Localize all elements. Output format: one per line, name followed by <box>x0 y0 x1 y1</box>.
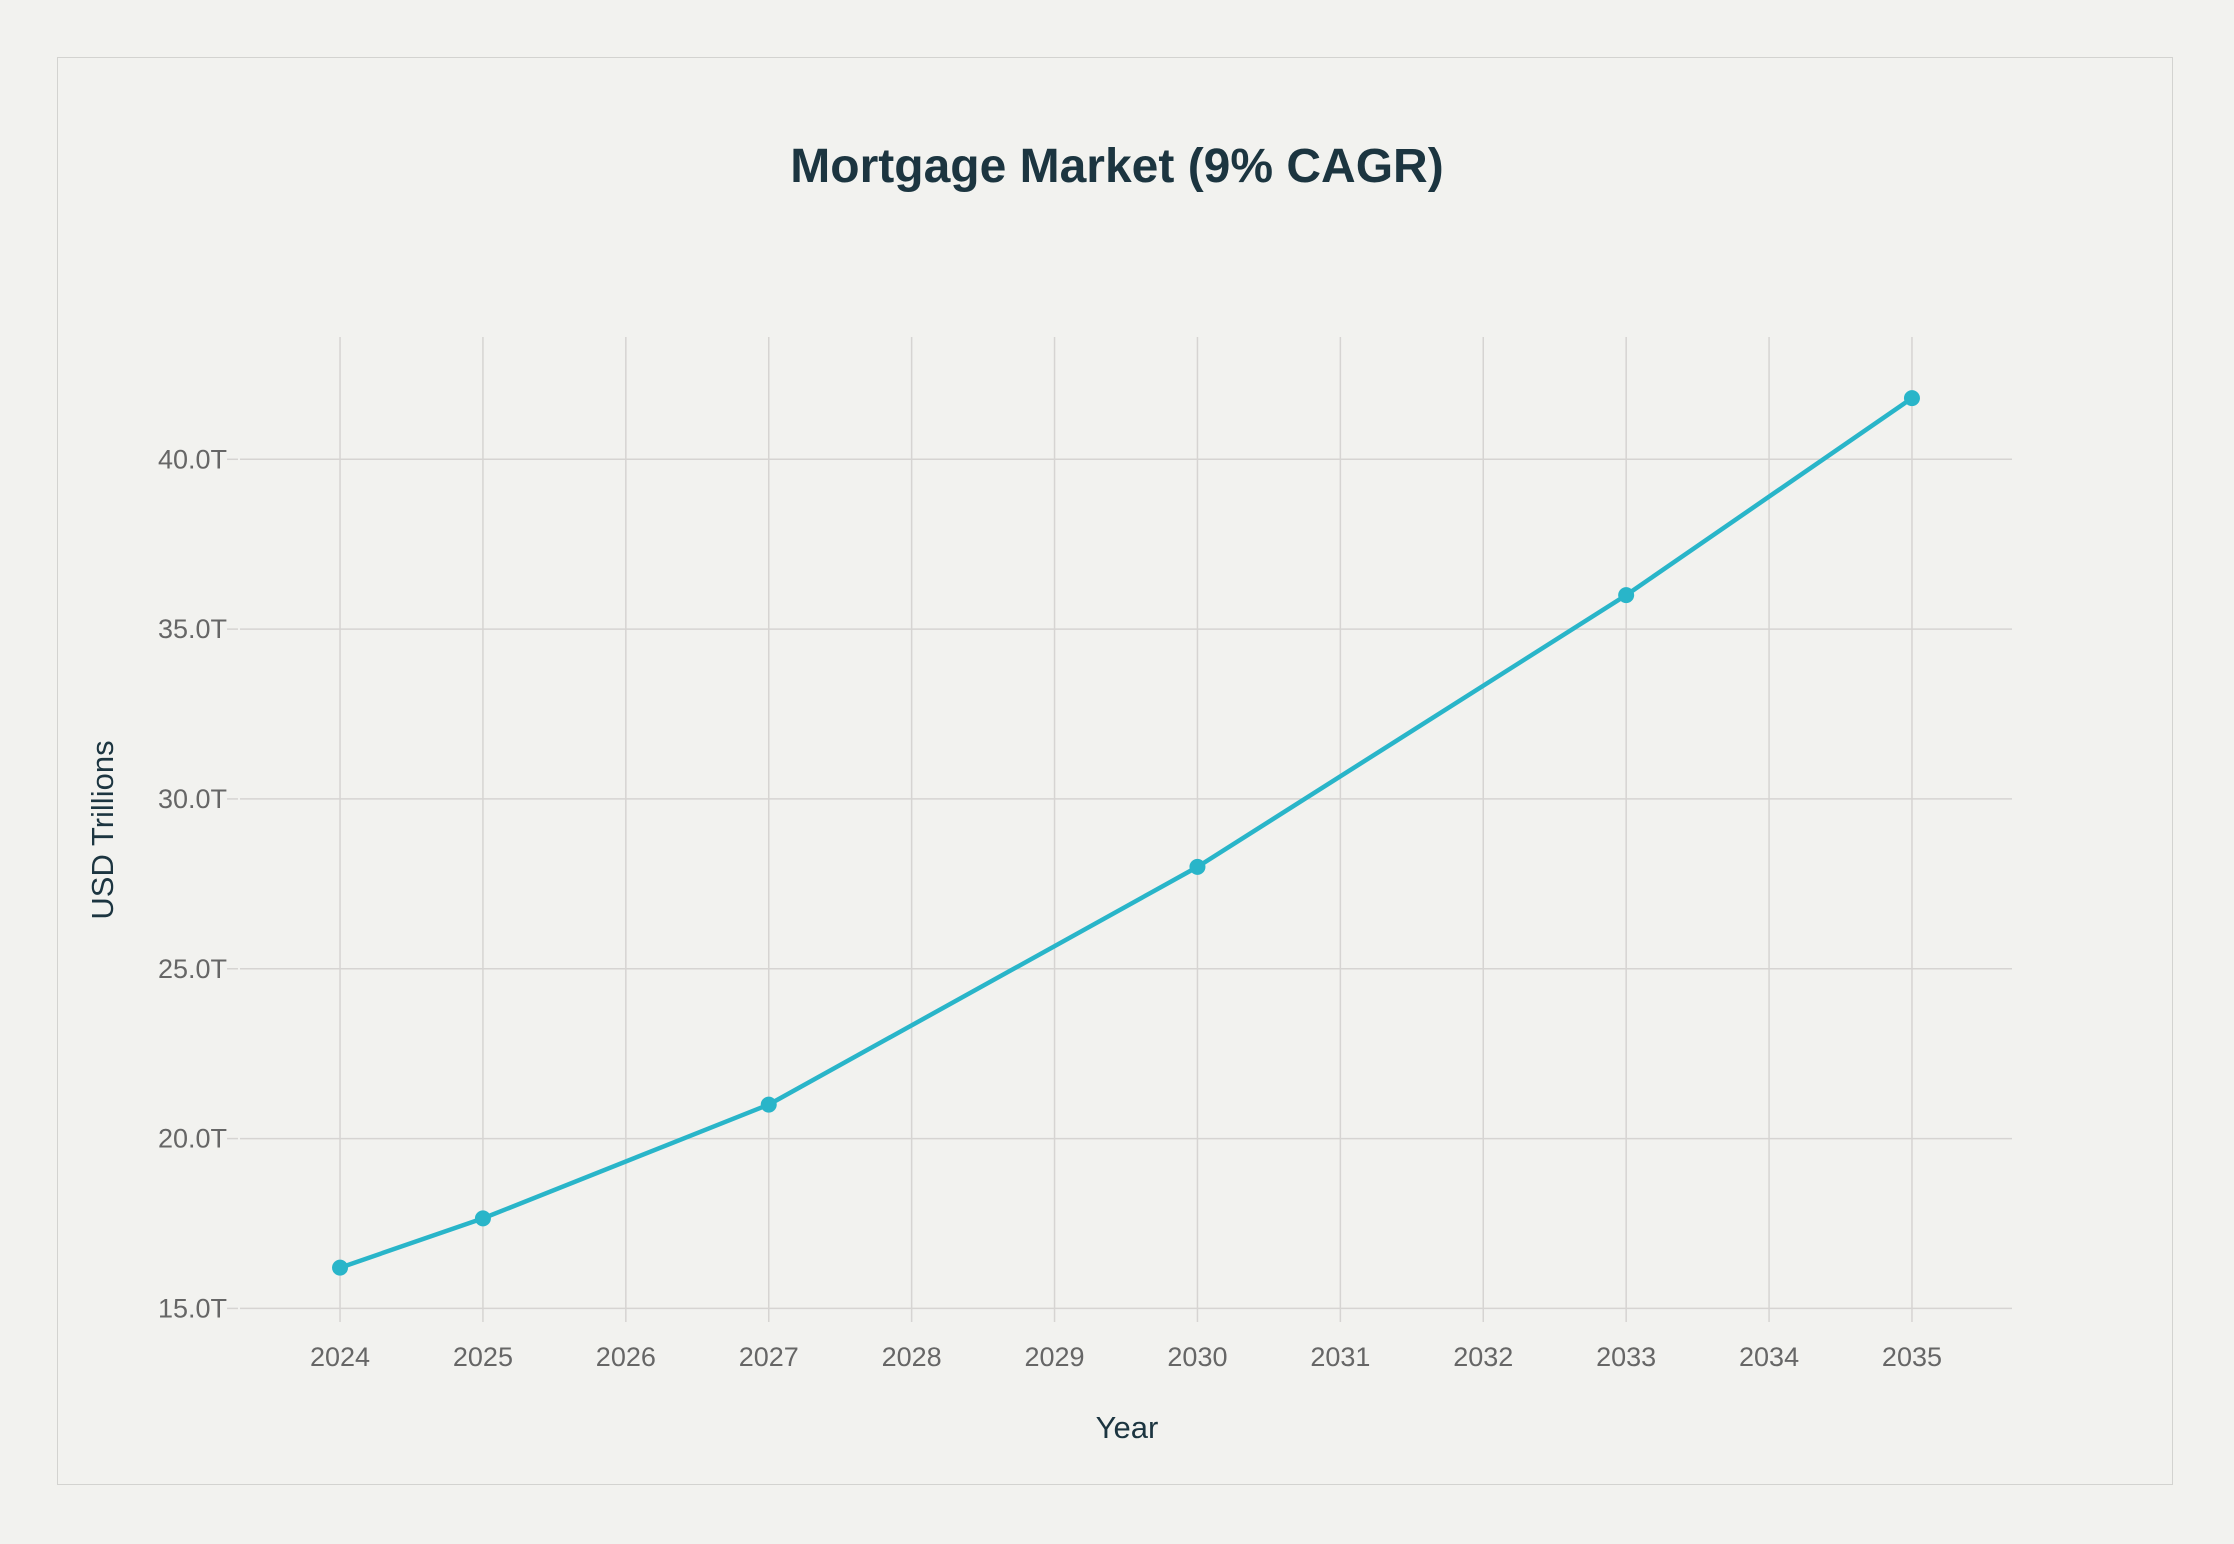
series-layer <box>332 390 1920 1276</box>
x-tick-label: 2025 <box>453 1342 513 1372</box>
x-tick-label: 2035 <box>1882 1342 1942 1372</box>
x-tick-label: 2030 <box>1167 1342 1227 1372</box>
y-tick-label: 25.0T <box>158 954 227 984</box>
x-axis-ticks: 2024 2025 2026 2027 2028 2029 2030 2031 2032 2033… <box>310 1342 1942 1372</box>
x-tick-label: 2028 <box>882 1342 942 1372</box>
y-axis-title: USD Trillions <box>85 740 120 919</box>
data-point <box>1189 858 1206 875</box>
chart-frame <box>57 57 2173 1485</box>
y-axis-ticks: 15.0T 20.0T 25.0T 30.0T 35.0T 40.0T <box>158 444 238 1323</box>
x-axis-title: Year <box>1096 1410 1159 1445</box>
y-tick-label: 35.0T <box>158 614 227 644</box>
x-tick-label: 2027 <box>739 1342 799 1372</box>
x-tick-label: 2029 <box>1025 1342 1085 1372</box>
y-tick-label: 40.0T <box>158 444 227 474</box>
x-tick-label: 2031 <box>1310 1342 1370 1372</box>
series-line <box>337 395 1915 1270</box>
x-tick-label: 2034 <box>1739 1342 1799 1372</box>
data-point <box>1903 390 1920 407</box>
data-point <box>474 1210 491 1227</box>
chart-title: Mortgage Market (9% CAGR) <box>790 140 1443 193</box>
data-point <box>1618 587 1635 604</box>
y-tick-label: 30.0T <box>158 784 227 814</box>
x-tick-label: 2032 <box>1453 1342 1513 1372</box>
x-tick-label: 2033 <box>1596 1342 1656 1372</box>
y-tick-label: 15.0T <box>158 1293 227 1323</box>
data-point <box>332 1259 349 1276</box>
x-tick-label: 2024 <box>310 1342 370 1372</box>
y-tick-label: 20.0T <box>158 1124 227 1154</box>
grid-lines <box>240 337 2012 1322</box>
x-tick-label: 2026 <box>596 1342 656 1372</box>
data-point <box>760 1096 777 1113</box>
